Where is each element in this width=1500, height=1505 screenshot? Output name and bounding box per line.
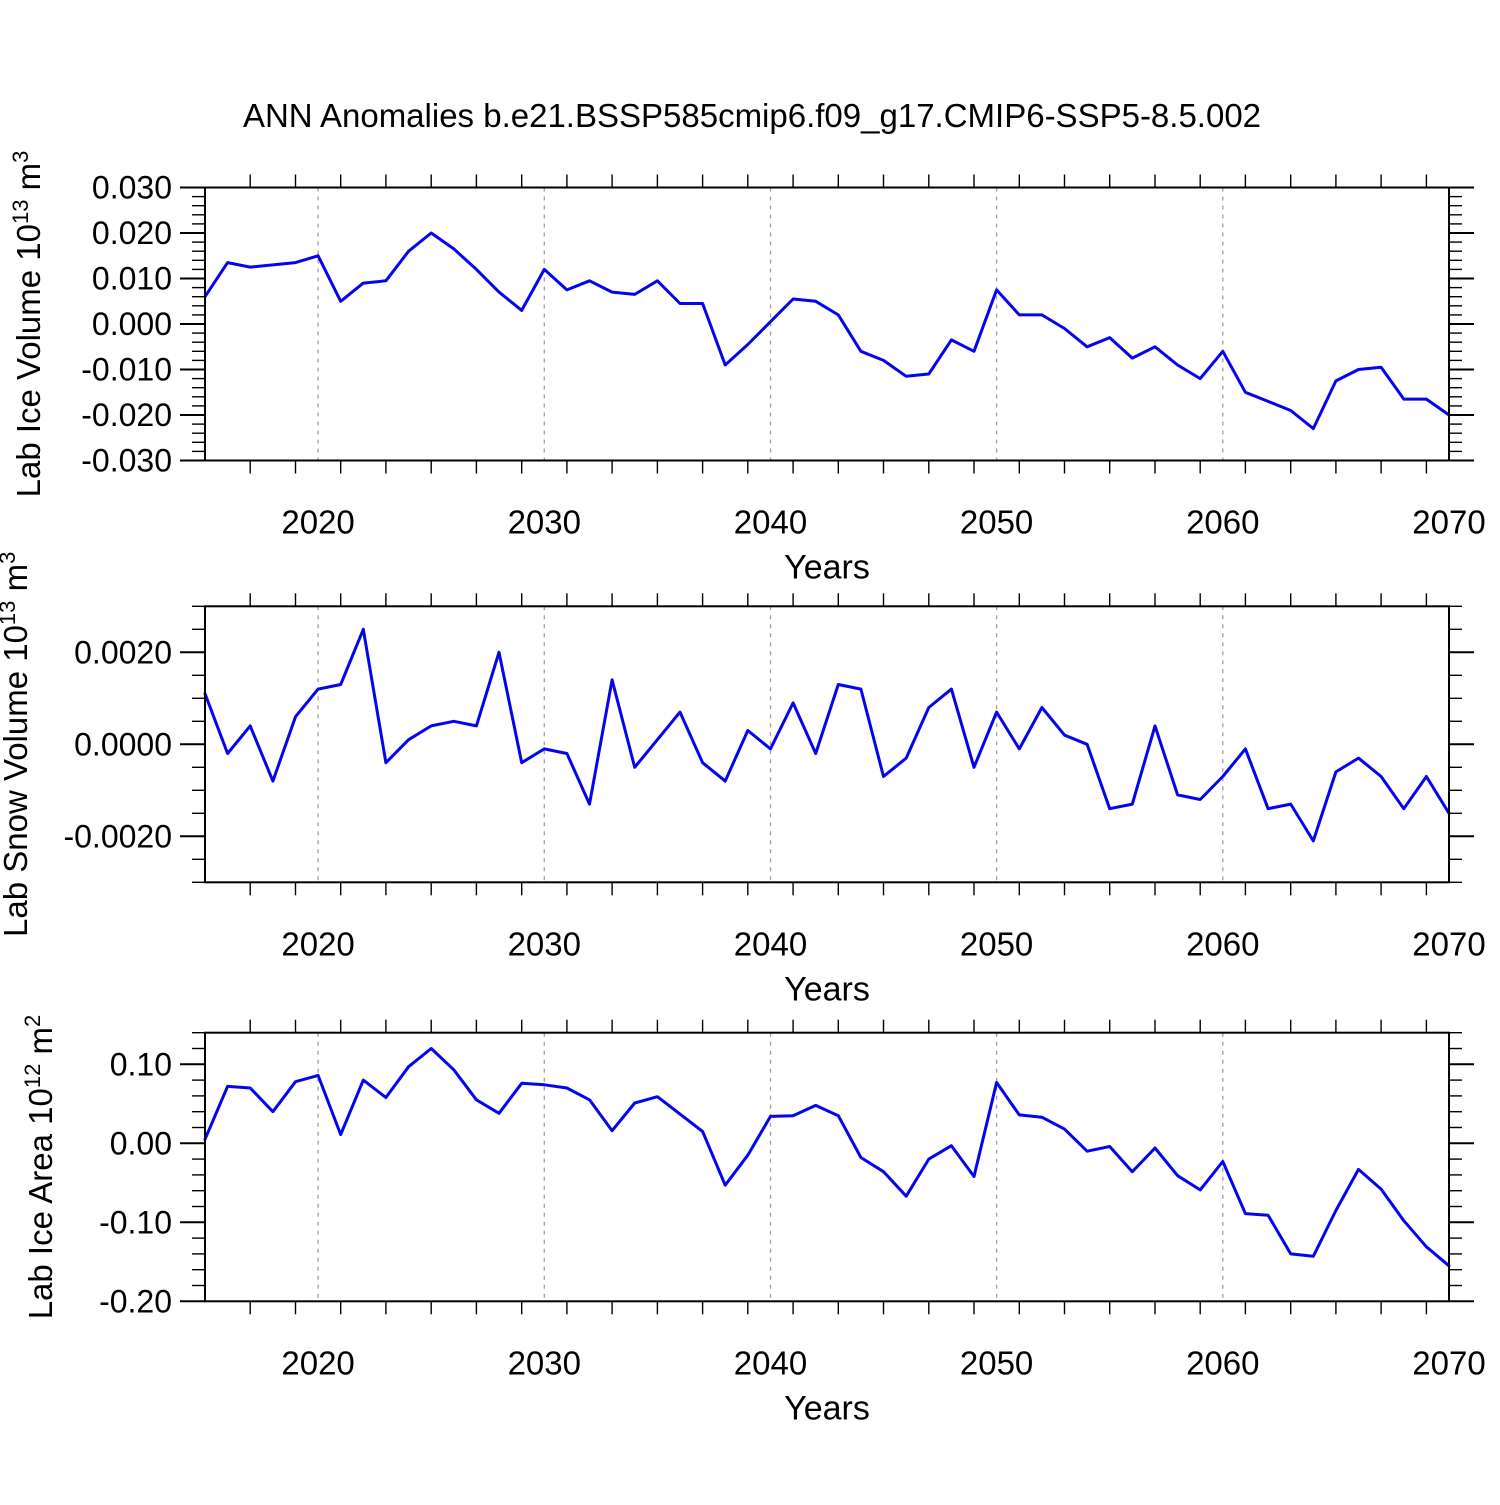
x-tick-label: 2060	[1186, 504, 1259, 541]
y-tick-label: 0.000	[92, 306, 172, 342]
y-tick-label: 0.030	[92, 170, 172, 206]
y-tick-label: -0.030	[81, 443, 172, 479]
lab-snow-volume-line	[203, 627, 1451, 843]
x-tick-label: 2030	[508, 504, 581, 541]
y-tick-label: 0.0000	[74, 726, 172, 762]
y-tick-label: 0.0020	[74, 634, 172, 670]
y-tick-label: -0.10	[99, 1204, 172, 1240]
lab-ice-area-line	[203, 1047, 1451, 1268]
y-tick-label: -0.20	[99, 1283, 172, 1319]
y-tick-label: 0.010	[92, 261, 172, 297]
lab-ice-volume-line	[203, 231, 1451, 431]
y-axis-title-lab-ice-area: Lab Ice Area 1012 m2	[20, 1015, 59, 1320]
y-tick-label: 0.00	[110, 1125, 172, 1161]
y-tick-label: -0.020	[81, 397, 172, 433]
panel-lab-ice-area: 0.10 0.00 -0.10 -0.20 2020 2030 2040 2050 2060 20…	[20, 1015, 1486, 1428]
y-tick-label: 0.10	[110, 1046, 172, 1082]
x-axis-title: Years	[784, 549, 870, 587]
x-tick-label: 2050	[960, 925, 1033, 962]
y-axis-title-lab-snow-volume: Lab Snow Volume 1013 m3	[0, 552, 34, 937]
plot-box	[204, 1031, 1450, 1303]
y-tick-label: 0.020	[92, 215, 172, 251]
x-tick-label: 2040	[734, 504, 807, 541]
x-tick-label: 2050	[960, 1344, 1033, 1381]
x-tick-label: 2020	[281, 1344, 354, 1381]
x-tick-label: 2060	[1186, 925, 1259, 962]
x-tick-label: 2040	[734, 925, 807, 962]
x-tick-label: 2050	[960, 504, 1033, 541]
panel-lab-snow-volume: 0.0020 0.0000 -0.0020 2020 2030 2040 2050 2060 2…	[0, 552, 1486, 1009]
x-axis-title: Years	[784, 970, 870, 1008]
x-tick-label: 2060	[1186, 1344, 1259, 1381]
x-tick-label: 2070	[1412, 504, 1485, 541]
y-axis-title-lab-ice-volume: Lab Ice Volume 1013 m3	[8, 151, 47, 498]
panel-lab-ice-volume: 0.030 0.020 0.010 0.000 -0.010 -0.020 -0.030 20…	[8, 151, 1486, 587]
x-tick-label: 2020	[281, 504, 354, 541]
x-tick-label: 2040	[734, 1344, 807, 1381]
x-tick-label: 2070	[1412, 925, 1485, 962]
x-tick-label: 2030	[508, 925, 581, 962]
chart-title: ANN Anomalies b.e21.BSSP585cmip6.f09_g17…	[243, 97, 1261, 134]
x-tick-label: 2070	[1412, 1344, 1485, 1381]
y-tick-label: -0.0020	[63, 818, 172, 854]
x-axis-title: Years	[784, 1389, 870, 1427]
y-tick-label: -0.010	[81, 352, 172, 388]
x-tick-label: 2020	[281, 925, 354, 962]
x-tick-label: 2030	[508, 1344, 581, 1381]
